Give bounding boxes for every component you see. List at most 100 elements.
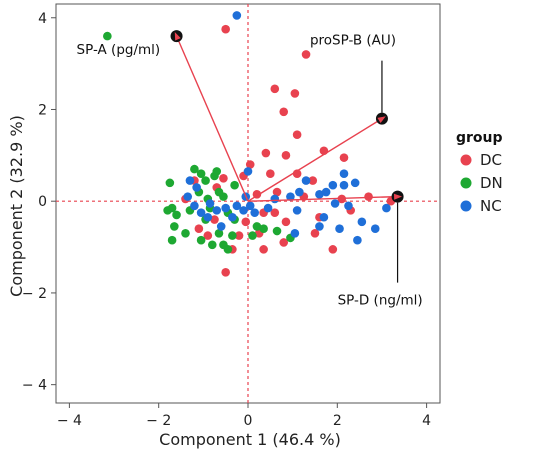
point-nc	[344, 201, 353, 211]
y-axis-ticks: − 4 − 2 0 2 4	[22, 11, 56, 394]
point-dc	[339, 153, 349, 162]
legend-swatch-dc	[460, 154, 472, 166]
legend-title: group	[456, 130, 503, 146]
point-dc	[310, 229, 320, 238]
x-tick-label: − 2	[146, 413, 171, 429]
point-dc	[308, 176, 318, 185]
point-dn	[172, 210, 181, 220]
loading-label: proSP-B (AU)	[310, 33, 396, 49]
point-dn	[190, 164, 199, 174]
point-dn	[170, 222, 179, 231]
point-dc	[279, 107, 289, 117]
point-dc	[261, 148, 271, 158]
point-dn	[259, 224, 268, 234]
loading-vector	[247, 118, 383, 202]
point-nc	[330, 199, 340, 208]
point-nc	[295, 187, 304, 197]
point-dc	[270, 84, 280, 94]
loading-vector	[247, 195, 398, 202]
point-nc	[301, 176, 311, 185]
x-tick-label: − 4	[57, 413, 82, 429]
point-dc	[241, 217, 251, 227]
point-dn	[103, 31, 112, 41]
scatter-points	[103, 11, 396, 277]
point-nc	[353, 235, 362, 245]
point-dn	[196, 235, 206, 245]
point-nc	[370, 224, 380, 234]
point-nc	[232, 11, 242, 20]
point-nc	[250, 208, 259, 217]
loading-vector	[175, 35, 249, 202]
point-nc	[321, 187, 331, 197]
point-dc	[266, 169, 275, 178]
point-nc	[232, 201, 242, 211]
point-nc	[243, 167, 253, 176]
point-dn	[228, 231, 237, 240]
point-dc	[270, 208, 280, 217]
legend: group DC DN NC	[456, 130, 503, 215]
legend-label-nc: NC	[480, 197, 502, 215]
point-dn	[201, 176, 210, 185]
point-nc	[315, 222, 324, 231]
point-dn	[163, 206, 172, 215]
point-nc	[270, 194, 280, 204]
point-nc	[328, 180, 338, 190]
point-dc	[221, 267, 230, 277]
point-dc	[234, 231, 244, 240]
loading-vectors: SP-A (pg/ml) proSP-B (AU) SP-D (ng/ml)	[77, 30, 423, 309]
point-nc	[245, 201, 255, 211]
point-nc	[192, 183, 201, 192]
point-dn	[167, 235, 177, 245]
x-axis-ticks: − 4 − 2 0 2 4	[57, 403, 431, 429]
point-dc	[292, 130, 302, 140]
legend-label-dn: DN	[480, 174, 503, 192]
point-nc	[263, 203, 273, 213]
point-dn	[214, 229, 224, 238]
point-nc	[216, 222, 226, 231]
point-dn	[252, 222, 262, 231]
point-nc	[196, 208, 206, 217]
point-dc	[210, 215, 219, 224]
y-tick-label: 2	[38, 102, 47, 118]
point-dc	[279, 238, 289, 247]
legend-swatch-nc	[460, 200, 472, 212]
point-nc	[286, 192, 295, 201]
x-axis-title: Component 1 (46.4 %)	[159, 430, 341, 449]
point-dn	[196, 169, 206, 178]
loading-label: SP-A (pg/ml)	[77, 42, 161, 58]
point-nc	[290, 229, 300, 238]
point-dc	[364, 192, 373, 201]
point-dn	[230, 180, 239, 190]
y-tick-label: − 2	[22, 286, 47, 302]
point-dn	[212, 167, 222, 176]
point-nc	[357, 217, 367, 227]
point-dc	[219, 173, 228, 183]
point-dc	[221, 24, 230, 34]
y-axis-title: Component 2 (32.9 %)	[7, 115, 26, 297]
loading-label: SP-D (ng/ml)	[338, 293, 423, 309]
point-nc	[183, 192, 193, 201]
point-dc	[272, 187, 282, 197]
point-nc	[350, 178, 360, 188]
point-dn	[272, 226, 282, 236]
point-dc	[301, 50, 311, 59]
point-dn	[223, 245, 233, 254]
point-dc	[281, 217, 291, 227]
x-tick-label: 0	[244, 413, 253, 429]
point-dc	[290, 89, 300, 98]
point-dc	[203, 231, 213, 240]
point-nc	[315, 190, 324, 199]
y-tick-label: − 4	[22, 378, 47, 394]
point-nc	[319, 212, 329, 222]
point-dn	[165, 178, 175, 188]
x-tick-label: 4	[422, 413, 431, 429]
point-dn	[248, 231, 257, 240]
point-dc	[259, 245, 268, 254]
legend-swatch-dn	[460, 177, 472, 189]
point-dn	[214, 187, 224, 197]
point-dc	[194, 224, 204, 234]
point-nc	[203, 212, 213, 222]
point-nc	[221, 203, 230, 213]
point-nc	[292, 206, 302, 215]
point-dc	[281, 151, 291, 160]
